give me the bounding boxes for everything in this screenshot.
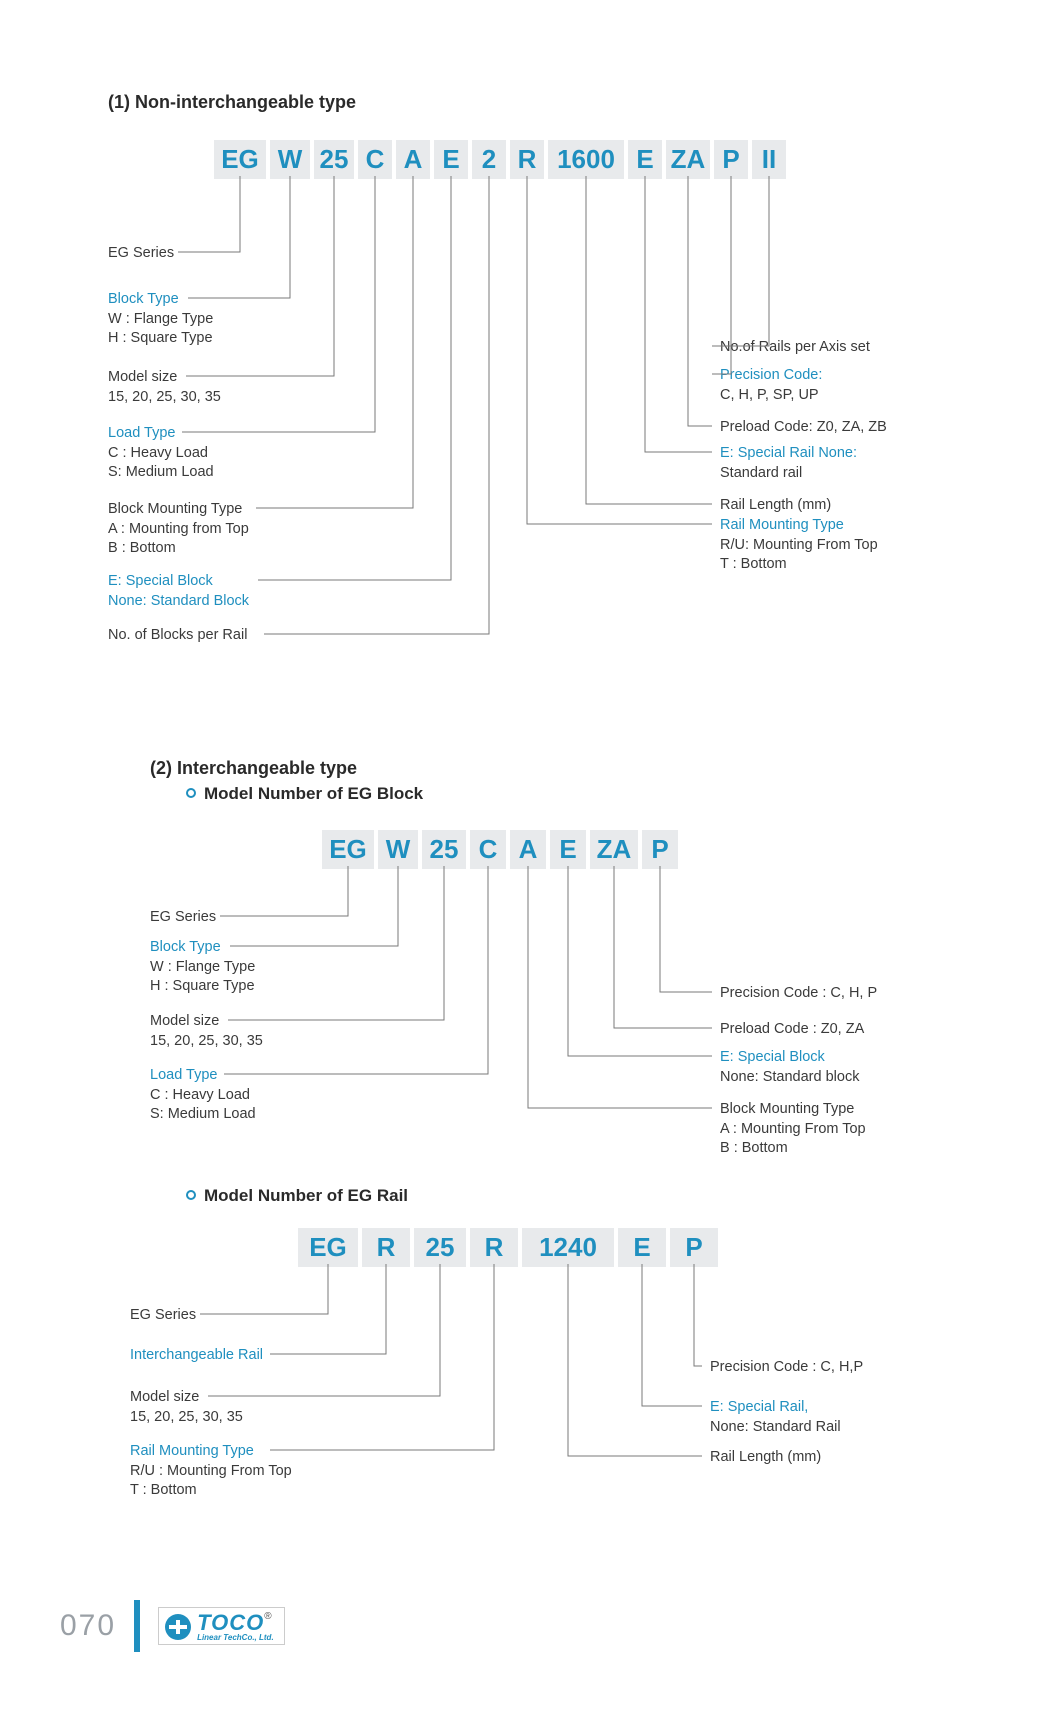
section2-rail-subtitle: Model Number of EG Rail: [186, 1186, 408, 1206]
code-cell: EG: [212, 138, 268, 181]
code-cell: E: [626, 138, 664, 181]
s2b-left-0: EG Series: [150, 908, 216, 928]
code-cell: EG: [320, 828, 376, 871]
s1-right-2: Preload Code: Z0, ZA, ZB: [720, 418, 887, 438]
s1-left-2: Model size15, 20, 25, 30, 35: [108, 368, 221, 407]
logo: TOCO® Linear TechCo., Ltd.: [158, 1607, 285, 1645]
code-cell: EG: [296, 1226, 360, 1269]
code-cell: P: [712, 138, 750, 181]
section1-code-row: EGW25CAE2R1600EZAPII: [212, 138, 788, 181]
s1-left-4: Block Mounting TypeA : Mounting from Top…: [108, 500, 249, 559]
s2r-left-1: Interchangeable Rail: [130, 1346, 263, 1366]
s2b-right-3: Block Mounting TypeA : Mounting From Top…: [720, 1100, 866, 1159]
logo-mark-icon: [165, 1614, 191, 1640]
code-cell: C: [356, 138, 394, 181]
section2-block-code-row: EGW25CAEZAP: [320, 828, 680, 871]
code-cell: C: [468, 828, 508, 871]
code-cell: 2: [470, 138, 508, 181]
s2r-left-3: Rail Mounting TypeR/U : Mounting From To…: [130, 1442, 292, 1501]
section2-title: (2) Interchangeable type: [150, 758, 357, 779]
s1-right-5: Rail Mounting TypeR/U: Mounting From Top…: [720, 516, 878, 575]
code-cell: ZA: [664, 138, 712, 181]
code-cell: A: [394, 138, 432, 181]
s2b-left-1: Block TypeW : Flange TypeH : Square Type: [150, 938, 255, 997]
code-cell: P: [640, 828, 680, 871]
s1-right-0: No.of Rails per Axis set: [720, 338, 870, 358]
s2r-right-0: Precision Code : C, H,P: [710, 1358, 863, 1378]
code-cell: ZA: [588, 828, 640, 871]
s1-right-1: Precision Code:C, H, P, SP, UP: [720, 366, 822, 405]
section1-title: (1) Non-interchangeable type: [108, 92, 356, 113]
s1-right-3: E: Special Rail None:Standard rail: [720, 444, 857, 483]
footer-accent-bar: [134, 1600, 140, 1652]
s1-left-1: Block TypeW : Flange TypeH : Square Type: [108, 290, 213, 349]
s1-left-3: Load TypeC : Heavy LoadS: Medium Load: [108, 424, 214, 483]
code-cell: R: [468, 1226, 520, 1269]
code-cell: W: [268, 138, 312, 181]
code-cell: E: [432, 138, 470, 181]
s1-right-4: Rail Length (mm): [720, 496, 831, 516]
code-cell: E: [548, 828, 588, 871]
s2r-left-2: Model size15, 20, 25, 30, 35: [130, 1388, 243, 1427]
s2r-left-0: EG Series: [130, 1306, 196, 1326]
section2-block-subtitle: Model Number of EG Block: [186, 784, 423, 804]
s1-left-6: No. of Blocks per Rail: [108, 626, 247, 646]
s2b-left-3: Load TypeC : Heavy LoadS: Medium Load: [150, 1066, 256, 1125]
page-number: 070: [60, 1609, 116, 1643]
s2b-left-2: Model size15, 20, 25, 30, 35: [150, 1012, 263, 1051]
code-cell: E: [616, 1226, 668, 1269]
s2b-right-2: E: Special BlockNone: Standard block: [720, 1048, 859, 1087]
code-cell: 25: [312, 138, 356, 181]
section2-rail-code-row: EGR25R1240EP: [296, 1226, 720, 1269]
code-cell: 1600: [546, 138, 626, 181]
code-cell: W: [376, 828, 420, 871]
s2b-right-0: Precision Code : C, H, P: [720, 984, 877, 1004]
code-cell: II: [750, 138, 788, 181]
s1-left-0: EG Series: [108, 244, 174, 264]
code-cell: P: [668, 1226, 720, 1269]
code-cell: R: [360, 1226, 412, 1269]
code-cell: R: [508, 138, 546, 181]
footer: 070 TOCO® Linear TechCo., Ltd.: [60, 1600, 285, 1652]
s1-left-5: E: Special BlockNone: Standard Block: [108, 572, 249, 611]
s2r-right-2: Rail Length (mm): [710, 1448, 821, 1468]
code-cell: 25: [412, 1226, 468, 1269]
code-cell: A: [508, 828, 548, 871]
code-cell: 1240: [520, 1226, 616, 1269]
code-cell: 25: [420, 828, 468, 871]
s2b-right-1: Preload Code : Z0, ZA: [720, 1020, 864, 1040]
s2r-right-1: E: Special Rail,None: Standard Rail: [710, 1398, 841, 1437]
